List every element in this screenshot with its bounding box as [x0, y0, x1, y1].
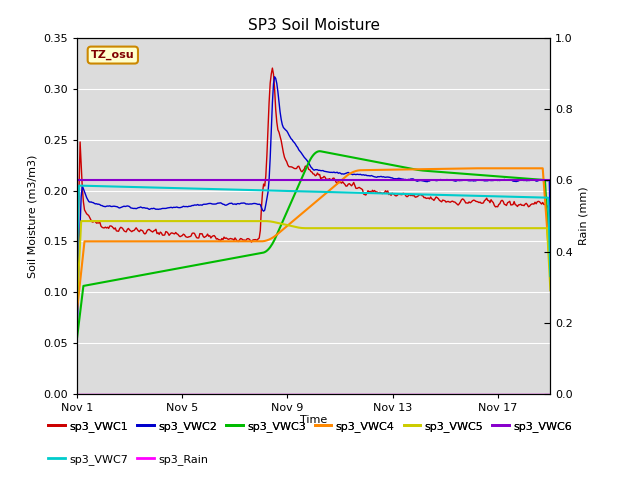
- Text: TZ_osu: TZ_osu: [91, 50, 134, 60]
- Legend: sp3_VWC7, sp3_Rain: sp3_VWC7, sp3_Rain: [44, 450, 213, 469]
- Y-axis label: Soil Moisture (m3/m3): Soil Moisture (m3/m3): [28, 154, 38, 278]
- X-axis label: Time: Time: [300, 415, 327, 425]
- Y-axis label: Rain (mm): Rain (mm): [579, 187, 589, 245]
- Legend: sp3_VWC1, sp3_VWC2, sp3_VWC3, sp3_VWC4, sp3_VWC5, sp3_VWC6: sp3_VWC1, sp3_VWC2, sp3_VWC3, sp3_VWC4, …: [44, 416, 577, 436]
- Title: SP3 Soil Moisture: SP3 Soil Moisture: [248, 18, 380, 33]
